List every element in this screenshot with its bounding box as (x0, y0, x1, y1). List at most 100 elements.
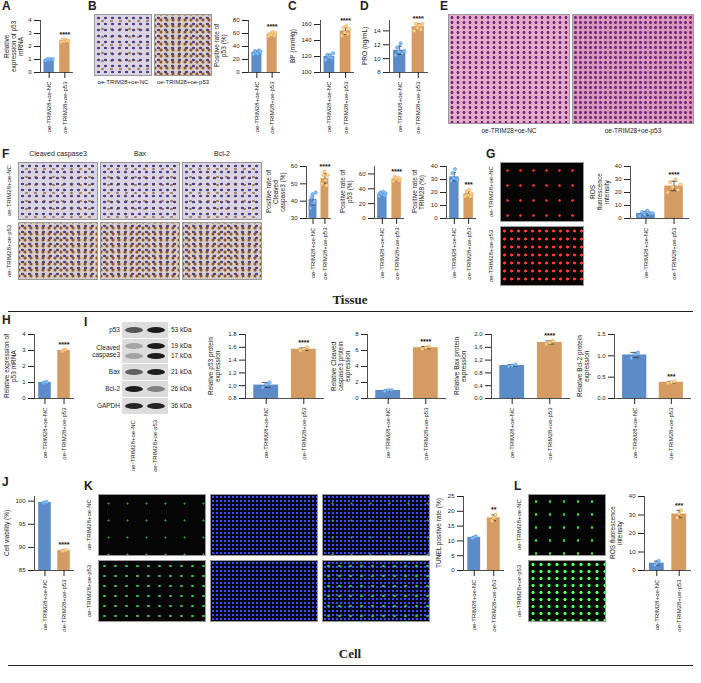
svg-text:20: 20 (358, 201, 365, 207)
svg-text:1.2: 1.2 (474, 357, 483, 363)
svg-text:25: 25 (448, 493, 455, 499)
svg-text:oe-TRIM28+oe-p53: oe-TRIM28+oe-p53 (490, 579, 496, 632)
svg-text:****: **** (544, 332, 555, 339)
svg-text:20: 20 (430, 189, 437, 195)
svg-text:1.0: 1.0 (597, 353, 606, 359)
svg-text:1.6: 1.6 (228, 344, 237, 350)
svg-text:****: **** (413, 15, 424, 22)
svg-text:6: 6 (356, 347, 360, 353)
svg-text:60: 60 (232, 30, 239, 36)
svg-text:1.6: 1.6 (474, 344, 483, 350)
svg-text:1.0: 1.0 (228, 383, 237, 389)
svg-text:1.5: 1.5 (597, 331, 606, 337)
svg-text:**: ** (491, 506, 497, 513)
svg-text:10: 10 (374, 56, 381, 62)
svg-text:0: 0 (236, 69, 240, 75)
svg-text:oe-TRIM28+oe-NC: oe-TRIM28+oe-NC (631, 407, 637, 459)
svg-text:30: 30 (628, 512, 635, 518)
svg-text:oe-TRIM28+oe-NC: oe-TRIM28+oe-NC (396, 81, 402, 133)
svg-text:oe-TRIM28+oe-p53: oe-TRIM28+oe-p53 (322, 227, 328, 280)
svg-text:100: 100 (15, 498, 26, 504)
svg-text:1: 1 (29, 56, 33, 62)
svg-text:140: 140 (301, 37, 312, 43)
svg-text:oe-TRIM28+oe-NC: oe-TRIM28+oe-NC (310, 227, 316, 279)
svg-text:****: **** (391, 168, 402, 175)
svg-text:12: 12 (374, 42, 381, 48)
svg-text:20: 20 (232, 56, 239, 62)
svg-text:****: **** (421, 338, 432, 345)
svg-text:160: 160 (301, 21, 312, 27)
svg-text:oe-TRIM28+oe-p53: oe-TRIM28+oe-p53 (61, 407, 67, 460)
svg-text:****: **** (340, 17, 351, 24)
svg-text:10: 10 (615, 202, 622, 208)
svg-text:oe-TRIM28+oe-NC: oe-TRIM28+oe-NC (471, 579, 477, 631)
svg-text:oe-TRIM28+oe-p53: oe-TRIM28+oe-p53 (300, 407, 306, 460)
svg-text:oe-TRIM28+oe-p53: oe-TRIM28+oe-p53 (676, 579, 682, 632)
svg-text:1.4: 1.4 (228, 357, 237, 363)
svg-text:4: 4 (29, 17, 33, 23)
svg-text:***: *** (667, 373, 675, 380)
svg-text:****: **** (298, 339, 309, 346)
svg-text:****: **** (60, 31, 71, 38)
svg-text:1: 1 (22, 379, 26, 385)
svg-text:0.0: 0.0 (597, 395, 606, 401)
svg-text:0.4: 0.4 (474, 383, 483, 389)
svg-text:oe-TRIM28+oe-p53: oe-TRIM28+oe-p53 (269, 81, 275, 134)
svg-text:4: 4 (22, 331, 26, 337)
svg-text:90: 90 (19, 544, 26, 550)
svg-text:50: 50 (291, 181, 298, 187)
svg-text:oe-TRIM28+oe-NC: oe-TRIM28+oe-NC (379, 227, 385, 279)
svg-text:10: 10 (628, 549, 635, 555)
svg-text:85: 85 (19, 567, 26, 573)
svg-text:0.8: 0.8 (228, 395, 237, 401)
svg-text:oe-TRIM28+oe-NC: oe-TRIM28+oe-NC (253, 81, 259, 133)
svg-text:100: 100 (301, 69, 312, 75)
svg-text:oe-TRIM28+oe-NC: oe-TRIM28+oe-NC (47, 81, 53, 133)
svg-text:oe-TRIM28+oe-p53: oe-TRIM28+oe-p53 (61, 579, 67, 632)
svg-text:2: 2 (356, 379, 360, 385)
svg-text:0: 0 (22, 395, 26, 401)
svg-text:3: 3 (29, 30, 33, 36)
svg-text:30: 30 (291, 215, 298, 221)
svg-text:0: 0 (362, 215, 366, 221)
svg-text:30: 30 (615, 176, 622, 182)
svg-text:5: 5 (451, 553, 455, 559)
svg-text:40: 40 (358, 186, 365, 192)
svg-text:2.0: 2.0 (474, 331, 483, 337)
svg-text:oe-TRIM28+oe-p53: oe-TRIM28+oe-p53 (465, 227, 471, 280)
svg-text:oe-TRIM28+oe-NC: oe-TRIM28+oe-NC (386, 407, 392, 459)
svg-text:oe-TRIM28+oe-p53: oe-TRIM28+oe-p53 (423, 407, 429, 460)
svg-text:10: 10 (430, 202, 437, 208)
svg-text:40: 40 (430, 163, 437, 169)
svg-text:0: 0 (451, 567, 455, 573)
svg-text:40: 40 (615, 163, 622, 169)
svg-text:0: 0 (632, 567, 636, 573)
svg-text:20: 20 (615, 189, 622, 195)
svg-text:****: **** (320, 163, 331, 170)
svg-text:****: **** (266, 23, 277, 30)
svg-text:40: 40 (232, 43, 239, 49)
svg-text:oe-TRIM28+oe-p53: oe-TRIM28+oe-p53 (415, 81, 421, 134)
svg-text:0.8: 0.8 (474, 370, 483, 376)
svg-text:oe-TRIM28+oe-p53: oe-TRIM28+oe-p53 (671, 227, 677, 280)
svg-text:oe-TRIM28+oe-NC: oe-TRIM28+oe-NC (509, 407, 515, 459)
svg-text:8: 8 (377, 69, 381, 75)
svg-text:4: 4 (356, 363, 360, 369)
svg-text:14: 14 (374, 28, 381, 34)
svg-text:15: 15 (448, 523, 455, 529)
svg-text:0.5: 0.5 (597, 374, 606, 380)
svg-text:10: 10 (448, 538, 455, 544)
svg-text:oe-TRIM28+oe-NC: oe-TRIM28+oe-NC (42, 579, 48, 631)
svg-text:60: 60 (291, 163, 298, 169)
svg-text:8: 8 (356, 331, 360, 337)
svg-text:oe-TRIM28+oe-NC: oe-TRIM28+oe-NC (451, 227, 457, 279)
svg-text:20: 20 (448, 508, 455, 514)
svg-text:40: 40 (628, 493, 635, 499)
svg-text:oe-TRIM28+oe-p53: oe-TRIM28+oe-p53 (62, 81, 68, 134)
svg-text:0: 0 (619, 215, 623, 221)
svg-text:2: 2 (29, 43, 33, 49)
svg-text:****: **** (669, 171, 680, 178)
svg-text:80: 80 (232, 17, 239, 23)
svg-text:***: *** (675, 502, 683, 509)
svg-text:95: 95 (19, 521, 26, 527)
